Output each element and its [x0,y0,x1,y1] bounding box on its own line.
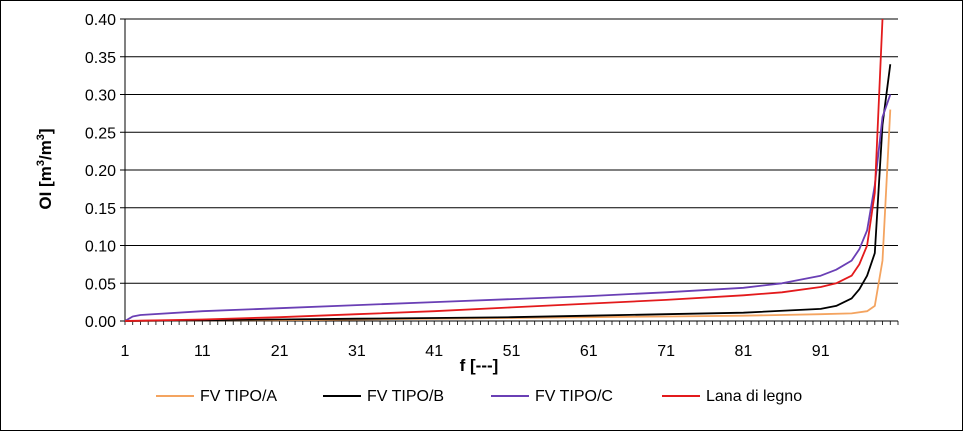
y-axis-title-mid: /m [36,140,55,160]
x-tick-label: 71 [657,343,675,360]
legend-label: FV TIPO/A [200,388,277,405]
series-lines [124,18,892,322]
y-tick-label: 0.30 [85,88,116,105]
y-tick-label: 0.15 [85,201,116,218]
y-axis-title-main: OI [m [36,166,55,209]
y-tick-label: 0.00 [85,314,116,331]
x-tick-label: 41 [425,343,443,360]
y-axis-title: OI [m3/m3] [35,128,55,209]
tick-labels: 0.000.050.100.150.200.250.300.350.401 11 2… [85,12,830,360]
series-line [124,94,892,322]
x-tick-label: 61 [580,343,598,360]
x-tick-label: 11 [194,343,211,360]
x-tick-label: 31 [348,343,366,360]
series-line [124,18,884,322]
series-line [124,109,892,322]
legend-label: FV TIPO/B [367,388,444,405]
legend-label: FV TIPO/C [535,388,613,405]
legend-label: Lana di legno [706,388,802,405]
y-tick-label: 0.35 [85,50,116,67]
gridlines [125,18,898,284]
y-axis-title-sup1: 3 [35,160,47,166]
x-tick-label: 21 [271,343,289,360]
x-axis-title: f [---] [460,356,499,375]
x-tick-label: 91 [812,343,830,360]
axes [120,18,899,325]
y-axis-title-sup2: 3 [35,134,47,140]
x-tick-label: 51 [503,343,521,360]
series-line [124,64,892,322]
y-axis-title-end: ] [36,128,55,134]
x-tick-label: 1 [121,343,130,360]
y-tick-label: 0.40 [85,12,116,29]
y-tick-label: 0.05 [85,276,116,293]
y-tick-label: 0.20 [85,163,116,180]
y-tick-label: 0.25 [85,125,116,142]
x-tick-label: 81 [735,343,753,360]
y-tick-label: 0.10 [85,239,116,256]
legend: FV TIPO/A FV TIPO/B FV TIPO/C Lana di legno [156,388,802,405]
